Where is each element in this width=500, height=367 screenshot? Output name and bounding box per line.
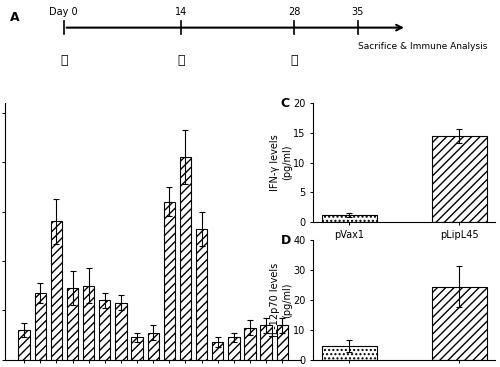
Text: 35: 35 xyxy=(352,7,364,17)
Bar xyxy=(18,330,30,360)
Text: Sacrifice & Immune Analysis: Sacrifice & Immune Analysis xyxy=(358,42,487,51)
Text: D: D xyxy=(280,234,291,247)
Text: A: A xyxy=(10,11,20,23)
Bar xyxy=(196,229,207,360)
Bar xyxy=(180,157,191,360)
Bar xyxy=(50,221,62,360)
Bar xyxy=(322,215,376,222)
Bar xyxy=(228,337,239,360)
Text: 🖊: 🖊 xyxy=(290,54,298,67)
Text: C: C xyxy=(280,97,290,110)
Text: 28: 28 xyxy=(288,7,300,17)
Text: 14: 14 xyxy=(176,7,188,17)
Bar xyxy=(212,342,224,360)
Bar xyxy=(116,303,126,360)
Bar xyxy=(34,293,46,360)
Text: 🖊: 🖊 xyxy=(178,54,185,67)
Bar xyxy=(132,337,142,360)
Bar xyxy=(164,202,175,360)
Bar xyxy=(99,301,110,360)
Text: 🖊: 🖊 xyxy=(60,54,68,67)
Y-axis label: IL-12p70 levels
(pg/ml): IL-12p70 levels (pg/ml) xyxy=(270,263,292,337)
Bar xyxy=(83,286,94,360)
Bar xyxy=(322,346,376,360)
Text: Day 0: Day 0 xyxy=(50,7,78,17)
Bar xyxy=(260,325,272,360)
Bar xyxy=(67,288,78,360)
Bar xyxy=(432,136,486,222)
Y-axis label: IFN-γ levels
(pg/ml): IFN-γ levels (pg/ml) xyxy=(270,134,292,191)
Bar xyxy=(148,333,159,360)
Bar xyxy=(244,328,256,360)
Bar xyxy=(276,325,288,360)
Bar xyxy=(432,287,486,360)
